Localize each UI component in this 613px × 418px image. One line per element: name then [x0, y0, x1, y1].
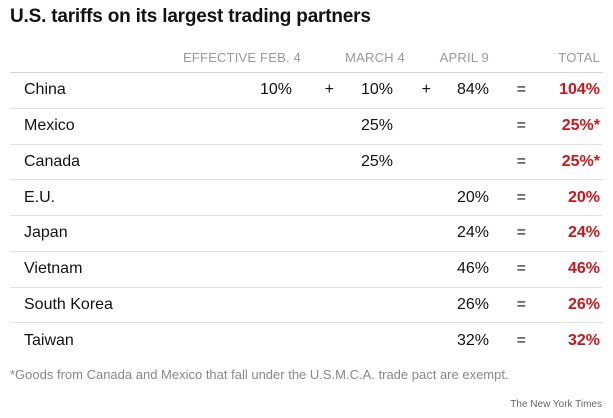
table-row: Taiwan 32% = 32% — [10, 323, 603, 358]
country-name: Taiwan — [24, 331, 74, 349]
chart-title: U.S. tariffs on its largest trading part… — [10, 6, 371, 27]
apr9-value: 20% — [456, 188, 489, 206]
table-row: Mexico 25% = 25%* — [10, 109, 603, 145]
table-row: Vietnam 46% = 46% — [10, 252, 603, 288]
apr9-value: 46% — [456, 260, 489, 278]
apr9-value: 32% — [456, 331, 489, 349]
equals-sign: = — [516, 260, 526, 278]
total-value: 20% — [567, 188, 600, 206]
total-value: 26% — [567, 295, 600, 313]
table-row: E.U. 20% = 20% — [10, 180, 603, 216]
equals-sign: = — [516, 152, 526, 170]
country-name: Japan — [24, 224, 68, 242]
column-header-feb4: EFFECTIVE FEB. 4 — [182, 50, 301, 65]
mar4-value: 25% — [360, 152, 393, 170]
tariff-table: China 10% +10% +84% = 104% Mexico 25% = 25%* Canad… — [10, 73, 603, 358]
source-credit: The New York Times — [510, 399, 602, 410]
equals-sign: = — [516, 331, 526, 349]
apr9-value: 84% — [456, 81, 489, 99]
equals-sign: = — [516, 295, 526, 313]
total-value: 25%* — [561, 152, 600, 170]
total-value: 104% — [559, 81, 600, 99]
country-name: China — [24, 81, 66, 99]
country-name: E.U. — [24, 188, 56, 206]
country-name: South Korea — [24, 295, 113, 313]
total-value: 32% — [567, 331, 600, 349]
equals-sign: = — [516, 224, 526, 242]
column-header-mar4: MARCH 4 — [345, 50, 405, 65]
apr9-value: 26% — [456, 295, 489, 313]
column-header-total: TOTAL — [558, 50, 600, 65]
table-row: South Korea 26% = 26% — [10, 288, 603, 324]
footnote: *Goods from Canada and Mexico that fall … — [10, 367, 509, 382]
mar4-value: 10% — [360, 81, 393, 99]
plus-sign: + — [324, 81, 334, 99]
total-value: 24% — [567, 224, 600, 242]
table-row: Japan 24% = 24% — [10, 216, 603, 252]
equals-sign: = — [516, 188, 526, 206]
feb4-value: 10% — [259, 81, 292, 99]
country-name: Canada — [24, 152, 81, 170]
header-divider — [10, 72, 603, 73]
equals-sign: = — [516, 81, 526, 99]
total-value: 25%* — [561, 117, 600, 135]
plus-sign: + — [421, 81, 431, 99]
total-value: 46% — [567, 260, 600, 278]
country-name: Vietnam — [24, 260, 83, 278]
table-row: China 10% +10% +84% = 104% — [10, 73, 603, 109]
mar4-value: 25% — [360, 117, 393, 135]
equals-sign: = — [516, 117, 526, 135]
country-name: Mexico — [24, 117, 75, 135]
apr9-value: 24% — [456, 224, 489, 242]
table-row: Canada 25% = 25%* — [10, 145, 603, 181]
column-header-apr9: APRIL 9 — [439, 50, 489, 65]
